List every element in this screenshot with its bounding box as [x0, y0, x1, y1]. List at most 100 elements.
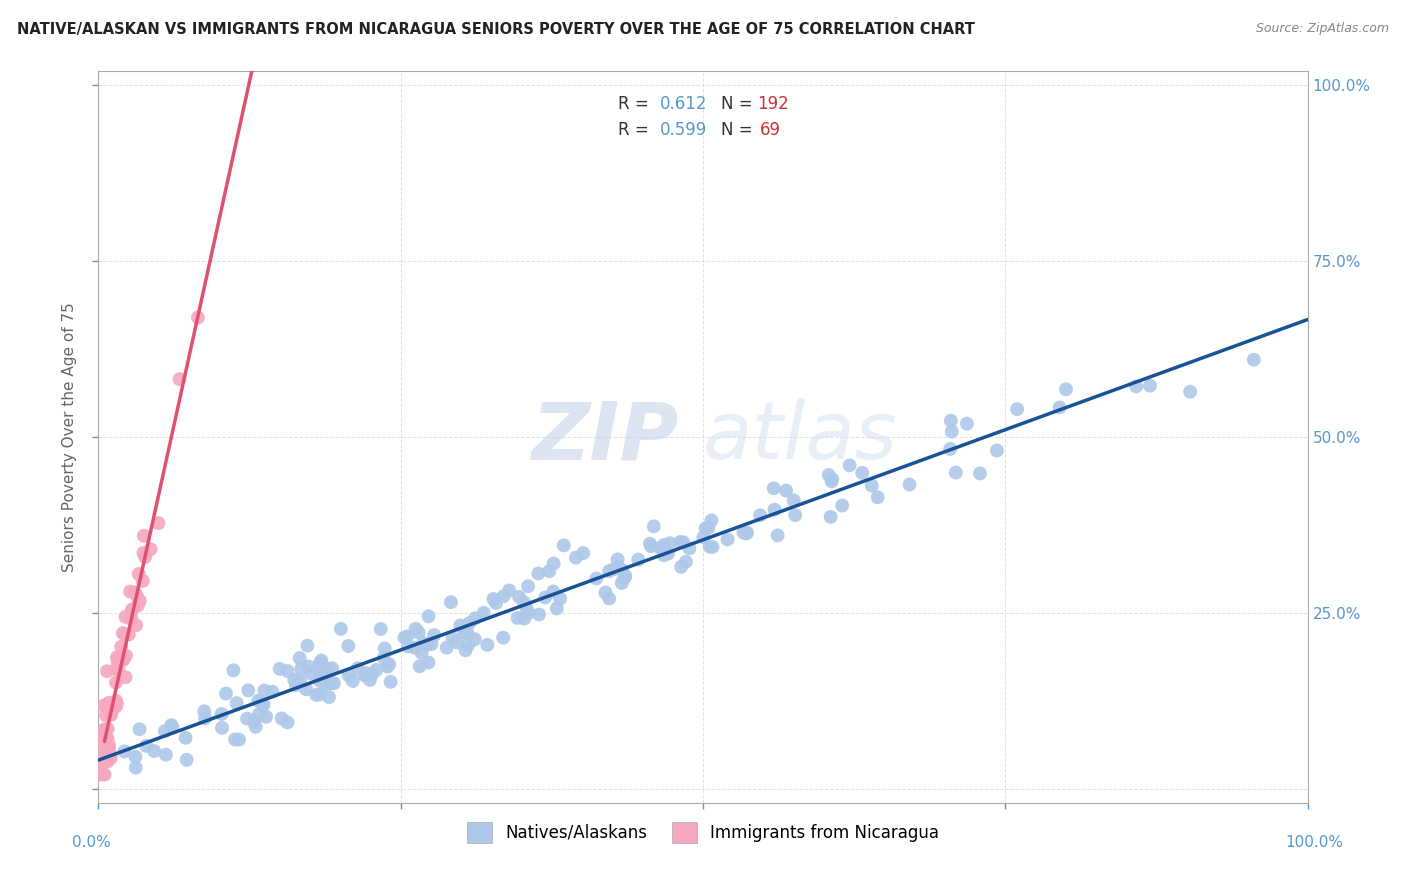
Point — [657, 546, 679, 560]
Text: R =: R = — [619, 95, 654, 113]
Point — [418, 656, 440, 670]
Point — [346, 661, 368, 675]
Text: 69: 69 — [759, 121, 780, 139]
Text: Source: ZipAtlas.com: Source: ZipAtlas.com — [1256, 22, 1389, 36]
Point — [441, 631, 464, 645]
Point — [176, 753, 198, 767]
Point — [245, 720, 267, 734]
Point — [408, 625, 430, 640]
Point — [472, 606, 495, 620]
Point — [1005, 402, 1028, 417]
Text: ZIP: ZIP — [531, 398, 679, 476]
Point — [100, 751, 122, 765]
Point — [395, 629, 418, 643]
Point — [124, 585, 146, 599]
Point — [353, 668, 375, 682]
Point — [87, 758, 110, 772]
Point — [100, 707, 122, 722]
Point — [610, 576, 633, 591]
Point — [449, 618, 471, 632]
Point — [308, 657, 330, 671]
Point — [548, 591, 571, 606]
Point — [508, 590, 530, 604]
Point — [513, 612, 536, 626]
Text: atlas: atlas — [703, 398, 898, 476]
Point — [541, 584, 564, 599]
Point — [638, 537, 661, 551]
Point — [366, 663, 388, 677]
Point — [454, 643, 477, 657]
Point — [288, 651, 311, 665]
Point — [112, 653, 135, 667]
Point — [394, 631, 416, 645]
Point — [436, 640, 458, 655]
Point — [516, 601, 538, 615]
Point — [692, 530, 714, 544]
Point — [193, 704, 215, 718]
Point — [643, 519, 665, 533]
Point — [115, 648, 138, 663]
Point — [128, 566, 150, 581]
Point — [128, 723, 150, 737]
Point — [607, 559, 630, 574]
Point — [104, 675, 127, 690]
Point — [939, 414, 962, 428]
Point — [89, 763, 111, 777]
Point — [945, 466, 967, 480]
Point — [697, 521, 720, 535]
Point — [89, 763, 111, 777]
Point — [716, 533, 738, 547]
Point — [411, 646, 433, 660]
Point — [658, 536, 681, 550]
Point — [939, 442, 962, 456]
Point — [458, 616, 481, 631]
Point — [128, 594, 150, 608]
Point — [361, 667, 384, 681]
Point — [456, 626, 478, 640]
Point — [359, 673, 381, 687]
Text: 100.0%: 100.0% — [1285, 836, 1344, 850]
Point — [572, 546, 595, 560]
Point — [132, 574, 155, 588]
Point — [89, 729, 111, 743]
Point — [866, 491, 889, 505]
Point — [90, 755, 112, 769]
Point — [107, 652, 129, 666]
Legend: Natives/Alaskans, Immigrants from Nicaragua: Natives/Alaskans, Immigrants from Nicara… — [460, 815, 946, 849]
Point — [249, 694, 271, 708]
Point — [101, 701, 124, 715]
Point — [121, 602, 143, 616]
Point — [821, 472, 844, 486]
Point — [377, 659, 399, 673]
Point — [94, 708, 117, 723]
Point — [337, 639, 360, 653]
Point — [420, 637, 443, 651]
Point — [105, 697, 128, 711]
Point — [225, 696, 247, 710]
Point — [785, 508, 807, 523]
Point — [517, 579, 540, 593]
Point — [253, 683, 276, 698]
Point — [446, 635, 468, 649]
Point — [898, 477, 921, 491]
Point — [315, 661, 337, 675]
Point — [254, 710, 277, 724]
Point — [100, 749, 122, 764]
Point — [308, 688, 330, 702]
Point — [134, 550, 156, 565]
Point — [817, 467, 839, 482]
Point — [342, 673, 364, 688]
Text: R =: R = — [619, 121, 654, 139]
Point — [374, 641, 396, 656]
Point — [614, 569, 637, 583]
Point — [314, 668, 336, 682]
Point — [125, 618, 148, 632]
Point — [702, 540, 724, 554]
Point — [297, 639, 319, 653]
Point — [492, 589, 515, 603]
Point — [831, 499, 853, 513]
Point — [650, 541, 672, 556]
Point — [112, 744, 135, 758]
Point — [986, 443, 1008, 458]
Point — [252, 698, 274, 712]
